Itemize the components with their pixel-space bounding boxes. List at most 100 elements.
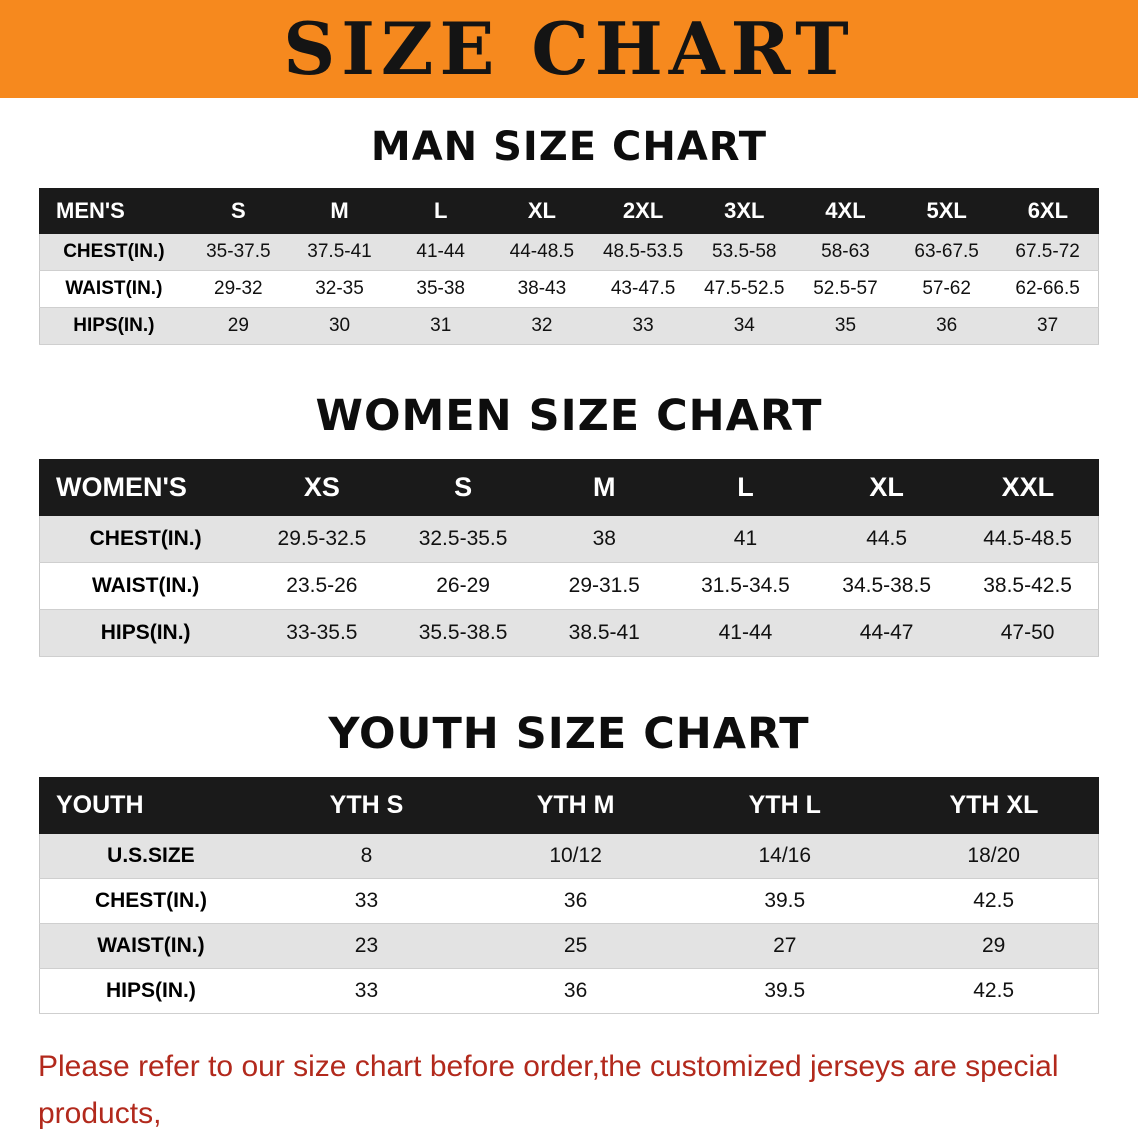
men-waist-row: WAIST(IN.) 29-32 32-35 35-38 38-43 43-47…: [39, 270, 1099, 308]
table-cell: 43-47.5: [592, 270, 694, 308]
table-cell: 52.5-57: [794, 270, 897, 308]
table-cell: 42.5: [889, 968, 1099, 1014]
table-cell: 33-35.5: [251, 609, 393, 657]
men-col-header: M: [288, 188, 391, 234]
men-col-header: 6XL: [996, 188, 1100, 234]
women-col-header: S: [391, 459, 535, 516]
men-col-header: 4XL: [794, 188, 897, 234]
table-cell: 32-35: [288, 270, 391, 308]
youth-ussize-row: U.S.SIZE 8 10/12 14/16 18/20: [39, 833, 1099, 879]
youth-col-header: YTH L: [679, 777, 890, 834]
table-cell: 32.5-35.5: [392, 515, 534, 563]
table-cell: 29: [187, 307, 289, 345]
table-cell: 33: [261, 878, 472, 924]
row-label: CHEST(IN.): [39, 515, 252, 563]
women-col-header: L: [674, 459, 817, 516]
table-cell: 36: [471, 878, 681, 924]
table-cell: 18/20: [889, 833, 1099, 879]
row-label: U.S.SIZE: [39, 833, 262, 879]
table-cell: 35: [794, 307, 897, 345]
table-cell: 44.5-48.5: [957, 515, 1099, 563]
men-col-header: L: [389, 188, 492, 234]
table-cell: 23: [261, 923, 472, 969]
notice-line-1: Please refer to our size chart before or…: [38, 1050, 1059, 1130]
table-cell: 8: [261, 833, 472, 879]
table-cell: 41-44: [674, 609, 817, 657]
women-heading: WOMEN SIZE CHART: [315, 391, 823, 441]
table-cell: 23.5-26: [251, 562, 393, 610]
table-cell: 33: [261, 968, 472, 1014]
youth-col-header: YTH S: [261, 777, 472, 834]
table-cell: 30: [288, 307, 391, 345]
table-cell: 39.5: [680, 968, 890, 1014]
men-col-header: XL: [490, 188, 594, 234]
table-cell: 44.5: [816, 515, 958, 563]
women-corner-header: WOMEN'S: [39, 459, 252, 516]
table-cell: 48.5-53.5: [592, 233, 694, 271]
women-chest-row: CHEST(IN.) 29.5-32.5 32.5-35.5 38 41 44.…: [39, 515, 1099, 563]
table-cell: 67.5-72: [997, 233, 1099, 271]
table-cell: 63-67.5: [896, 233, 998, 271]
row-label: HIPS(IN.): [39, 609, 252, 657]
women-hips-row: HIPS(IN.) 33-35.5 35.5-38.5 38.5-41 41-4…: [39, 609, 1099, 657]
page-title: SIZE CHART: [283, 6, 855, 91]
table-cell: 29-31.5: [533, 562, 675, 610]
table-cell: 37: [997, 307, 1099, 345]
table-cell: 57-62: [896, 270, 998, 308]
table-cell: 39.5: [680, 878, 890, 924]
table-cell: 38.5-41: [533, 609, 675, 657]
table-cell: 41-44: [390, 233, 492, 271]
youth-section: YOUTH SIZE CHART YOUTH YTH S YTH M YTH L…: [0, 709, 1138, 1014]
table-cell: 36: [896, 307, 998, 345]
table-cell: 35-38: [390, 270, 492, 308]
row-label: WAIST(IN.): [39, 923, 262, 969]
men-col-header: 2XL: [591, 188, 695, 234]
table-cell: 38-43: [491, 270, 593, 308]
table-cell: 29.5-32.5: [251, 515, 393, 563]
table-cell: 33: [592, 307, 694, 345]
women-col-header: XXL: [956, 459, 1100, 516]
men-col-header: 5XL: [895, 188, 998, 234]
men-chest-row: CHEST(IN.) 35-37.5 37.5-41 41-44 44-48.5…: [39, 233, 1099, 271]
row-label: WAIST(IN.): [39, 270, 188, 308]
women-waist-row: WAIST(IN.) 23.5-26 26-29 29-31.5 31.5-34…: [39, 562, 1099, 610]
table-cell: 62-66.5: [997, 270, 1099, 308]
women-header-row: WOMEN'S XS S M L XL XXL: [39, 459, 1100, 516]
men-heading: MAN SIZE CHART: [370, 124, 768, 170]
men-col-header: S: [187, 188, 290, 234]
women-col-header: M: [533, 459, 676, 516]
men-section: MAN SIZE CHART MEN'S S M L XL 2XL 3XL 4X…: [0, 124, 1138, 345]
table-cell: 36: [471, 968, 681, 1014]
men-size-table: MEN'S S M L XL 2XL 3XL 4XL 5XL 6XL CHEST…: [38, 188, 1100, 345]
row-label: HIPS(IN.): [39, 968, 262, 1014]
youth-col-header: YTH XL: [888, 777, 1100, 834]
table-cell: 44-47: [816, 609, 958, 657]
table-cell: 44-48.5: [491, 233, 593, 271]
table-cell: 10/12: [471, 833, 681, 879]
youth-col-header: YTH M: [470, 777, 681, 834]
table-cell: 38: [533, 515, 675, 563]
table-cell: 25: [471, 923, 681, 969]
table-cell: 42.5: [889, 878, 1099, 924]
table-cell: 29: [889, 923, 1099, 969]
table-cell: 31: [390, 307, 492, 345]
row-label: CHEST(IN.): [39, 878, 262, 924]
table-cell: 31.5-34.5: [674, 562, 817, 610]
women-size-table: WOMEN'S XS S M L XL XXL CHEST(IN.) 29.5-…: [39, 459, 1100, 657]
table-cell: 29-32: [187, 270, 289, 308]
table-cell: 47-50: [957, 609, 1099, 657]
women-col-header: XL: [815, 459, 958, 516]
table-cell: 26-29: [392, 562, 534, 610]
table-cell: 32: [491, 307, 593, 345]
men-header-row: MEN'S S M L XL 2XL 3XL 4XL 5XL 6XL: [38, 188, 1100, 234]
table-cell: 58-63: [794, 233, 897, 271]
order-notice: Please refer to our size chart before or…: [38, 1044, 1108, 1132]
table-cell: 47.5-52.5: [693, 270, 795, 308]
row-label: HIPS(IN.): [39, 307, 188, 345]
table-cell: 14/16: [680, 833, 890, 879]
table-cell: 34: [693, 307, 795, 345]
table-cell: 35.5-38.5: [392, 609, 534, 657]
women-section: WOMEN SIZE CHART WOMEN'S XS S M L XL XXL…: [0, 391, 1138, 657]
youth-hips-row: HIPS(IN.) 33 36 39.5 42.5: [39, 968, 1099, 1014]
